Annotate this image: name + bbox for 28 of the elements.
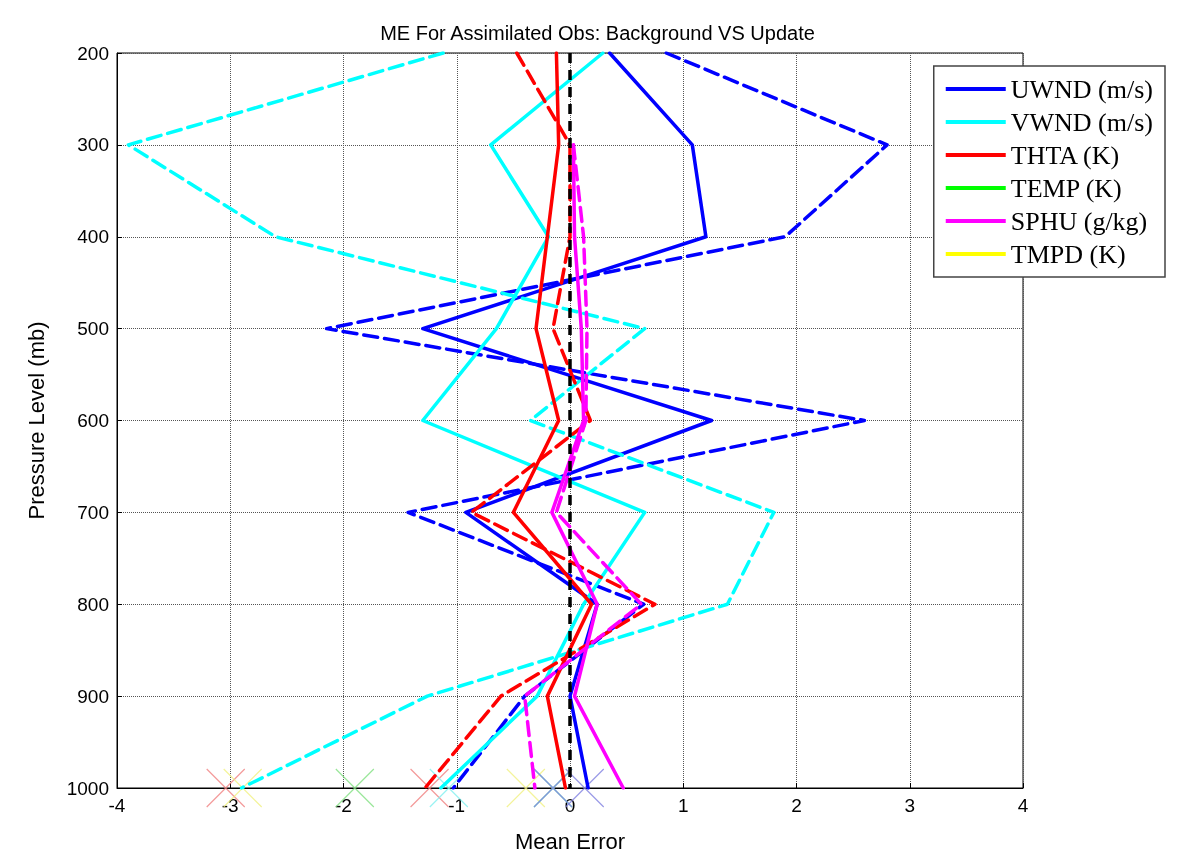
- y-axis-title: Pressure Level (mb): [23, 321, 49, 520]
- legend-label: TMPD (K): [1010, 239, 1126, 269]
- y-tick-label: 800: [77, 593, 109, 615]
- y-tick-label: 900: [77, 685, 109, 707]
- y-tick-label: 300: [77, 134, 109, 156]
- x-tick-label: -4: [108, 795, 126, 816]
- x-tick-label: 2: [791, 795, 802, 816]
- x-tick-label: -1: [448, 795, 466, 816]
- x-tick-label: -2: [335, 795, 352, 816]
- legend-label: SPHU (g/kg): [1010, 206, 1148, 236]
- x-tick-label: 3: [904, 795, 916, 816]
- legend-label: VWND (m/s): [1010, 107, 1154, 137]
- legend-label: TEMP (K): [1010, 173, 1122, 203]
- y-tick-label: 1000: [66, 777, 109, 799]
- y-tick-label: 500: [77, 318, 109, 340]
- x-tick-label: 4: [1017, 795, 1029, 816]
- x-tick-label: 1: [677, 795, 689, 816]
- legend-label: THTA (K): [1010, 140, 1120, 170]
- y-tick-label: 400: [77, 226, 109, 248]
- x-tick-label: 0: [564, 795, 576, 816]
- chart-title: ME For Assimilated Obs: Background VS Update: [380, 22, 815, 44]
- y-tick-label: 600: [77, 410, 109, 431]
- line-series: [324, 51, 889, 790]
- legend-label: UWND (m/s): [1010, 74, 1154, 104]
- x-axis-title: Mean Error: [514, 828, 626, 854]
- y-tick-label: 700: [77, 501, 109, 523]
- x-tick-label: -3: [221, 795, 239, 816]
- y-tick-label: 200: [77, 42, 109, 64]
